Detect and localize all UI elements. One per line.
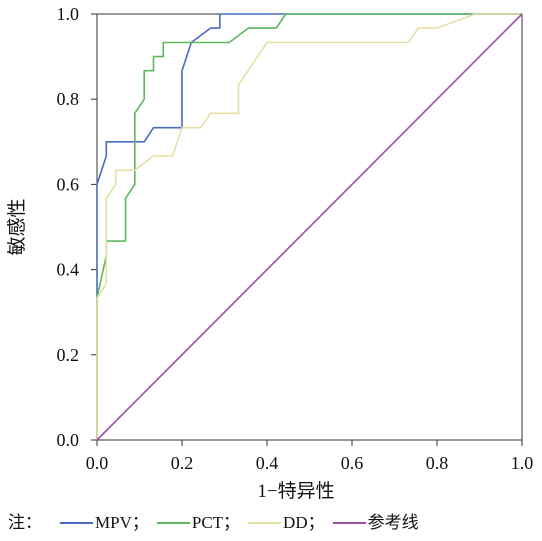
x-tick-label: 1.0 xyxy=(511,453,534,473)
legend-swatch-dd xyxy=(248,522,282,524)
series-line-reference xyxy=(96,13,523,441)
x-tick-label: 0.6 xyxy=(341,453,364,473)
legend-item-reference: 参考线 xyxy=(325,510,419,536)
series-line-dd xyxy=(96,13,522,440)
legend-item-pct: PCT； xyxy=(149,510,240,536)
legend-label-dd: DD xyxy=(283,513,308,532)
legend-swatch-reference xyxy=(332,522,366,524)
x-tick-label: 0.4 xyxy=(256,453,279,473)
y-tick-label: 0.4 xyxy=(57,260,80,280)
legend-swatch-mpv xyxy=(60,522,93,524)
y-tick-label: 0.2 xyxy=(57,345,80,365)
legend: 注： MPV； PCT； DD；参考线 xyxy=(8,510,419,536)
legend-label-mpv: MPV xyxy=(95,513,132,532)
legend-label-reference: 参考线 xyxy=(367,513,419,532)
y-tick-label: 1.0 xyxy=(57,4,80,24)
y-axis-label: 敏感性 xyxy=(6,198,28,255)
legend-separator: ； xyxy=(307,513,325,532)
y-tick-label: 0.8 xyxy=(57,89,80,109)
x-tick-label: 0.2 xyxy=(171,453,194,473)
legend-separator: ； xyxy=(223,513,241,532)
axis-ticks: 0.0 0.2 0.4 0.6 0.8 1.0 0.0 0.2 0.4 0.6 0.8 1.0 xyxy=(57,4,534,473)
legend-swatch-pct xyxy=(156,522,190,524)
legend-prefix: 注： xyxy=(8,513,42,532)
y-tick-label: 0.6 xyxy=(57,174,80,194)
legend-item-mpv: MPV； xyxy=(52,510,149,536)
plot-area xyxy=(96,13,523,441)
legend-item-dd: DD； xyxy=(240,510,325,536)
x-tick-label: 0.8 xyxy=(426,453,449,473)
y-tick-label: 0.0 xyxy=(57,430,80,450)
roc-chart: 0.0 0.2 0.4 0.6 0.8 1.0 0.0 0.2 0.4 0.6 0.8 1.0 1−特… xyxy=(6,4,534,502)
legend-label-pct: PCT xyxy=(191,513,224,532)
x-tick-label: 0.0 xyxy=(86,453,109,473)
x-axis-label: 1−特异性 xyxy=(257,480,334,502)
legend-separator: ； xyxy=(131,513,149,532)
